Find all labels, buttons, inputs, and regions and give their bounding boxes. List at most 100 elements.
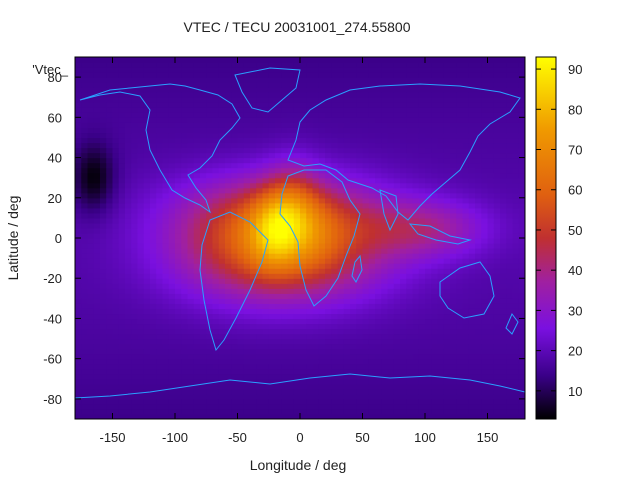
heatmap-cell — [243, 328, 251, 335]
heatmap-cell — [162, 152, 170, 159]
heatmap-cell — [237, 132, 245, 139]
heatmap-cell — [443, 243, 451, 249]
heatmap-cell — [362, 162, 370, 169]
heatmap-cell — [81, 222, 89, 229]
heatmap-cell — [350, 353, 357, 360]
heatmap-cell — [218, 393, 226, 400]
heatmap-cell — [250, 107, 257, 113]
heatmap-cell — [156, 298, 164, 304]
heatmap-cell — [87, 187, 95, 194]
heatmap-cell — [375, 368, 382, 375]
heatmap-cell — [475, 222, 482, 229]
heatmap-cell — [162, 253, 170, 259]
heatmap-cell — [500, 343, 507, 350]
heatmap-cell — [212, 263, 220, 269]
heatmap-cell — [131, 102, 139, 108]
heatmap-cell — [256, 117, 264, 123]
heatmap-cell — [406, 187, 414, 194]
heatmap-cell — [262, 288, 270, 294]
heatmap-cell — [287, 273, 295, 279]
heatmap-cell — [437, 338, 445, 345]
heatmap-cell — [231, 232, 239, 239]
heatmap-cell — [356, 343, 364, 350]
heatmap-cell — [137, 273, 145, 279]
heatmap-cell — [237, 378, 245, 385]
heatmap-cell — [137, 192, 145, 199]
heatmap-cell — [343, 97, 351, 103]
heatmap-cell — [168, 212, 176, 219]
heatmap-cell — [125, 363, 132, 370]
heatmap-cell — [493, 278, 501, 284]
heatmap-cell — [356, 202, 364, 209]
heatmap-cell — [506, 283, 514, 289]
heatmap-cell — [187, 112, 195, 118]
heatmap-cell — [187, 328, 195, 335]
heatmap-cell — [181, 413, 189, 419]
heatmap-cell — [293, 288, 301, 294]
heatmap-cell — [93, 388, 101, 395]
heatmap-cell — [337, 202, 345, 209]
heatmap-cell — [506, 373, 514, 380]
heatmap-cell — [493, 167, 501, 174]
heatmap-cell — [175, 373, 182, 380]
heatmap-cell — [212, 393, 220, 400]
heatmap-cell — [187, 137, 195, 144]
heatmap-cell — [175, 67, 182, 73]
heatmap-cell — [487, 393, 495, 400]
heatmap-cell — [368, 353, 376, 360]
heatmap-cell — [112, 87, 120, 93]
heatmap-cell — [412, 288, 420, 294]
heatmap-cell — [443, 72, 451, 78]
heatmap-cell — [131, 388, 139, 395]
heatmap-cell — [425, 107, 432, 113]
heatmap-cell — [193, 408, 201, 415]
heatmap-cell — [206, 283, 214, 289]
heatmap-cell — [268, 157, 276, 164]
heatmap-cell — [350, 102, 357, 108]
heatmap-cell — [137, 393, 145, 400]
heatmap-cell — [81, 273, 89, 279]
heatmap-cell — [506, 298, 514, 304]
heatmap-cell — [137, 373, 145, 380]
heatmap-cell — [381, 132, 389, 139]
heatmap-cell — [181, 318, 189, 325]
heatmap-cell — [456, 182, 464, 189]
heatmap-cell — [281, 142, 289, 149]
heatmap-cell — [287, 368, 295, 375]
heatmap-cell — [106, 82, 114, 88]
heatmap-cell — [256, 72, 264, 78]
heatmap-cell — [300, 102, 307, 108]
heatmap-cell — [150, 253, 157, 259]
heatmap-cell — [468, 383, 476, 390]
heatmap-cell — [468, 303, 476, 309]
heatmap-cell — [350, 117, 357, 123]
heatmap-cell — [487, 338, 495, 345]
heatmap-cell — [150, 408, 157, 415]
heatmap-cell — [131, 408, 139, 415]
heatmap-cell — [450, 273, 457, 279]
heatmap-cell — [143, 393, 151, 400]
heatmap-cell — [418, 217, 426, 224]
heatmap-cell — [293, 328, 301, 335]
heatmap-cell — [406, 348, 414, 355]
heatmap-cell — [162, 142, 170, 149]
heatmap-cell — [406, 363, 414, 370]
heatmap-cell — [93, 97, 101, 103]
heatmap-cell — [393, 288, 401, 294]
heatmap-cell — [475, 127, 482, 134]
heatmap-cell — [187, 378, 195, 385]
heatmap-cell — [100, 373, 107, 380]
heatmap-cell — [275, 177, 282, 184]
heatmap-cell — [343, 248, 351, 254]
heatmap-cell — [162, 363, 170, 370]
heatmap-cell — [125, 217, 132, 224]
heatmap-cell — [150, 222, 157, 229]
heatmap-cell — [456, 403, 464, 410]
heatmap-cell — [362, 57, 370, 63]
heatmap-cell — [343, 318, 351, 325]
heatmap-cell — [312, 227, 320, 234]
heatmap-cell — [368, 338, 376, 345]
heatmap-cell — [412, 72, 420, 78]
heatmap-cell — [93, 132, 101, 139]
heatmap-cell — [412, 182, 420, 189]
